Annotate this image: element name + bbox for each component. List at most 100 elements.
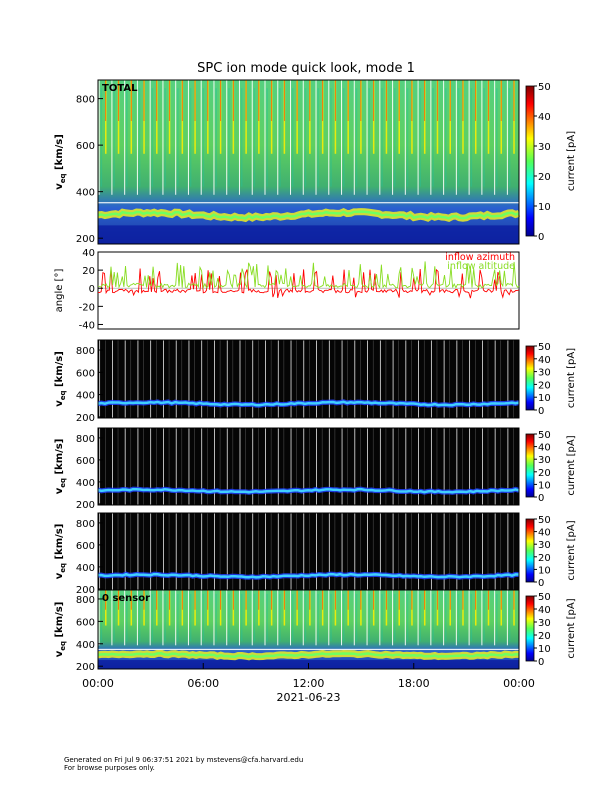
scan-stripe-dim [347,513,348,590]
scan-stripe-gap [507,340,509,418]
scan-stripe-peak [513,590,515,610]
y-tick-label: 200 [76,234,95,245]
scan-stripe-gap [430,428,432,505]
colorbar-label: current [pA] [566,348,577,408]
scan-stripe-shade [457,88,460,187]
scan-stripe-dim [309,513,310,590]
colorbar-tick-label: 10 [538,202,551,213]
scan-stripe-gap [303,428,305,505]
scan-stripe-dim [398,340,399,418]
scan-stripe-gap [251,80,253,195]
scan-stripe-peak [373,590,374,610]
scan-stripe-dim [219,513,221,590]
scan-stripe-peak [488,80,489,121]
scan-stripe-shade [189,593,192,642]
scan-stripe-dim [143,340,144,418]
colorbar-label: current [pA] [566,520,577,580]
scan-stripe-gap [341,590,343,646]
scan-stripe-peak [296,80,298,121]
scan-stripe-peak [360,590,362,610]
scan-stripe-gap [456,513,458,590]
scan-stripe-dim [334,513,336,590]
scan-stripe-gap [188,513,190,590]
scan-stripe-peak [309,80,311,121]
scan-stripe-gap [405,428,407,505]
scan-stripe-gap [417,590,419,646]
scan-stripe-dim [181,513,183,590]
scan-stripe-dim [105,340,106,418]
scan-stripe-gap [392,513,394,590]
scan-stripe-gap [328,513,330,590]
scan-stripe-gap [226,80,228,195]
scan-stripe-gap [214,340,215,418]
scan-stripe-shade [266,593,268,642]
scan-stripe-dim [334,340,336,418]
scan-stripe-dim [385,340,387,418]
scan-stripe-peak [437,590,438,610]
scan-stripe-gap [469,340,471,418]
colorbar [525,345,535,411]
y-tick-label: 800 [76,434,95,445]
y-tick-label: 200 [76,500,95,511]
scan-stripe-dim [258,428,259,505]
scan-stripe-dim [283,340,285,418]
scan-stripe-shade [151,88,154,187]
y-tick-label: 600 [76,368,95,379]
scan-stripe-peak [449,590,451,610]
x-date-label: 2021-06-23 [277,691,341,704]
scan-stripe-shade [253,593,256,642]
scan-stripe-shade [215,593,217,642]
scan-stripe-gap [379,590,381,646]
scan-stripe-dim [207,513,208,590]
scan-stripe-peak [284,590,285,610]
scan-stripe-gap [456,428,458,505]
scan-stripe-dim [309,428,310,505]
colorbar-tick-label: 10 [538,565,551,576]
scan-stripe-shade [508,593,511,642]
scan-stripe-shade [100,88,103,187]
scan-stripe-dim [321,340,323,418]
scan-stripe-dim [372,428,374,505]
scan-stripe-peak [500,80,502,121]
scan-stripe-gap [163,513,164,590]
scan-stripe-gap [290,428,292,505]
y-axis-label: veq [km/s] [54,524,67,580]
scan-stripe-dim [462,340,463,418]
scan-stripe-gap [112,340,113,418]
scan-stripe-gap [124,340,126,418]
scan-stripe-gap [252,340,254,418]
scan-stripe-dim [334,428,336,505]
scan-stripe-gap [481,80,483,195]
scan-stripe-shade [368,88,370,187]
scan-stripe-shade [113,593,115,642]
scan-stripe-peak [194,80,196,121]
scan-stripe-gap [443,428,445,505]
scan-stripe-gap [264,80,266,195]
scan-stripe-dim [117,340,119,418]
y-axis-label: veq [km/s] [54,351,67,407]
scan-stripe-peak [513,80,515,121]
y-tick-label: 600 [76,456,95,467]
scan-stripe-dim [270,428,272,505]
scan-stripe-gap [455,80,457,195]
scan-stripe-gap [277,428,279,505]
scan-stripe-dim [462,513,463,590]
scan-stripe-gap [265,340,266,418]
scan-stripe-shade [138,593,141,642]
scan-stripe-gap [430,80,432,195]
scan-stripe-gap [481,590,483,646]
panel-frame [97,339,520,419]
scan-stripe-gap [163,340,164,418]
scan-stripe-shade [138,88,141,187]
scan-stripe-dim [487,340,489,418]
scan-stripe-gap [111,590,113,646]
scan-stripe-gap [418,340,419,418]
scan-stripe-dim [474,428,476,505]
panel-frame [97,79,520,245]
scan-stripe-dim [105,513,106,590]
scan-stripe-gap [303,340,305,418]
scan-stripe-dim [360,428,361,505]
y-tick-label: 400 [76,563,95,574]
scan-stripe-dim [411,513,412,590]
y-tick-label: 400 [76,391,95,402]
